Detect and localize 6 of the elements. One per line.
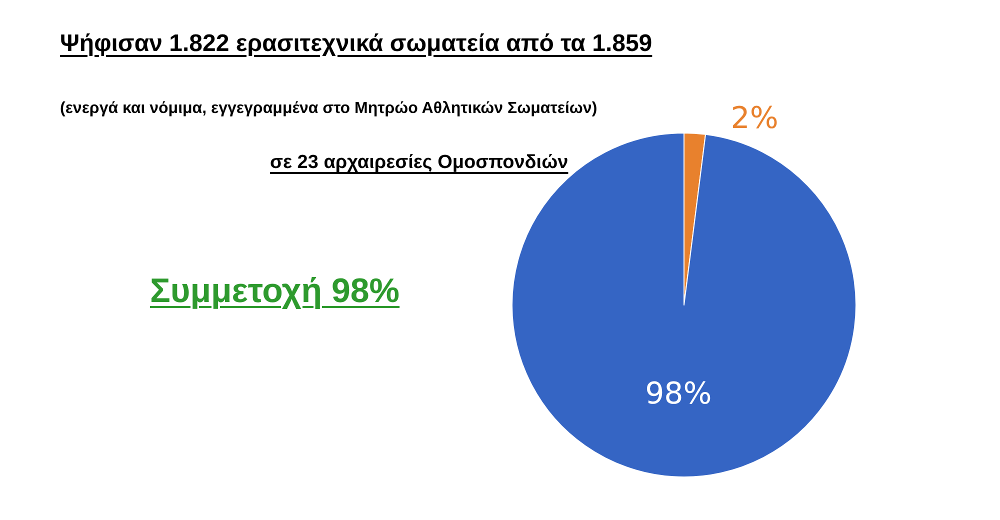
text: (ενεργά και νόμιμα, εγγεγραμμένα στο Μητρώο Αθλητικών Σωματείων) [60,100,598,118]
text: σε 23 αρχαιρεσίες Ομοσπονδιών [270,152,568,174]
chart-title: Ψήφισαν 1.822 ερασιτεχνικά σωματεία από τα 1.859 [60,30,652,58]
data-label: 2% [730,100,778,136]
data-label: 98% [645,376,712,412]
text: Συμμετοχή 98% [150,272,400,311]
